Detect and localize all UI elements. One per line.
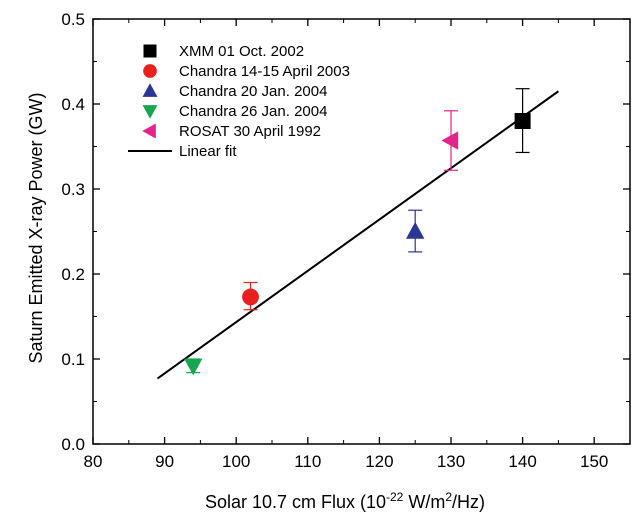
- legend-label: ROSAT 30 April 1992: [179, 123, 321, 140]
- plot-marks: [156, 88, 559, 380]
- x-tick-label: 140: [508, 452, 536, 471]
- legend: XMM 01 Oct. 2002 Chandra 14-15 April 2003…: [128, 43, 350, 160]
- legend-marker: [143, 64, 157, 78]
- linear-fit-line: [156, 90, 559, 380]
- data-point: [406, 221, 425, 239]
- x-tick-label: 130: [437, 452, 465, 471]
- data-point: [242, 288, 259, 306]
- data-point: [514, 113, 531, 129]
- x-tick-label: 110: [294, 452, 321, 471]
- data-point: [184, 358, 203, 376]
- legend-label: Chandra 20 Jan. 2004: [179, 83, 327, 100]
- legend-label: Linear fit: [179, 143, 237, 160]
- y-tick-label: 0.5: [61, 10, 85, 29]
- data-point: [441, 131, 459, 150]
- plot-axes: 80 90 100 110 120 130 140 150 0.0 0.1 0.2 0.3 0.4 0.5: [61, 10, 631, 471]
- x-tick-label: 100: [222, 452, 250, 471]
- legend-label: XMM 01 Oct. 2002: [179, 43, 304, 60]
- legend-marker: [142, 83, 158, 97]
- y-tick-label: 0.4: [61, 95, 85, 114]
- x-axis-title-unit: W/m: [403, 492, 445, 512]
- legend-marker: [143, 44, 157, 58]
- x-axis-title: Solar 10.7 cm Flux (10-22 W/m2/Hz): [205, 490, 485, 512]
- legend-marker: [142, 123, 156, 139]
- x-axis-title-prefix: Solar 10.7 cm Flux (10: [205, 492, 386, 512]
- y-tick-label: 0.0: [61, 435, 85, 454]
- x-tick-label: 80: [84, 452, 103, 471]
- x-axis-title-unit-exponent: 2: [445, 490, 452, 504]
- legend-label: Chandra 26 Jan. 2004: [179, 103, 327, 120]
- y-tick-label: 0.2: [61, 265, 85, 284]
- x-tick-label: 90: [155, 452, 174, 471]
- x-axis-title-exponent: -22: [386, 490, 404, 504]
- x-tick-label: 150: [580, 452, 608, 471]
- y-tick-label: 0.1: [61, 350, 85, 369]
- legend-marker: [142, 105, 158, 119]
- y-tick-label: 0.3: [61, 180, 85, 199]
- y-axis-title: Saturn Emitted X-ray Power (GW): [26, 92, 46, 363]
- x-tick-label: 120: [365, 452, 393, 471]
- x-axis-title-suffix: /Hz): [452, 492, 485, 512]
- legend-label: Chandra 14-15 April 2003: [179, 63, 350, 80]
